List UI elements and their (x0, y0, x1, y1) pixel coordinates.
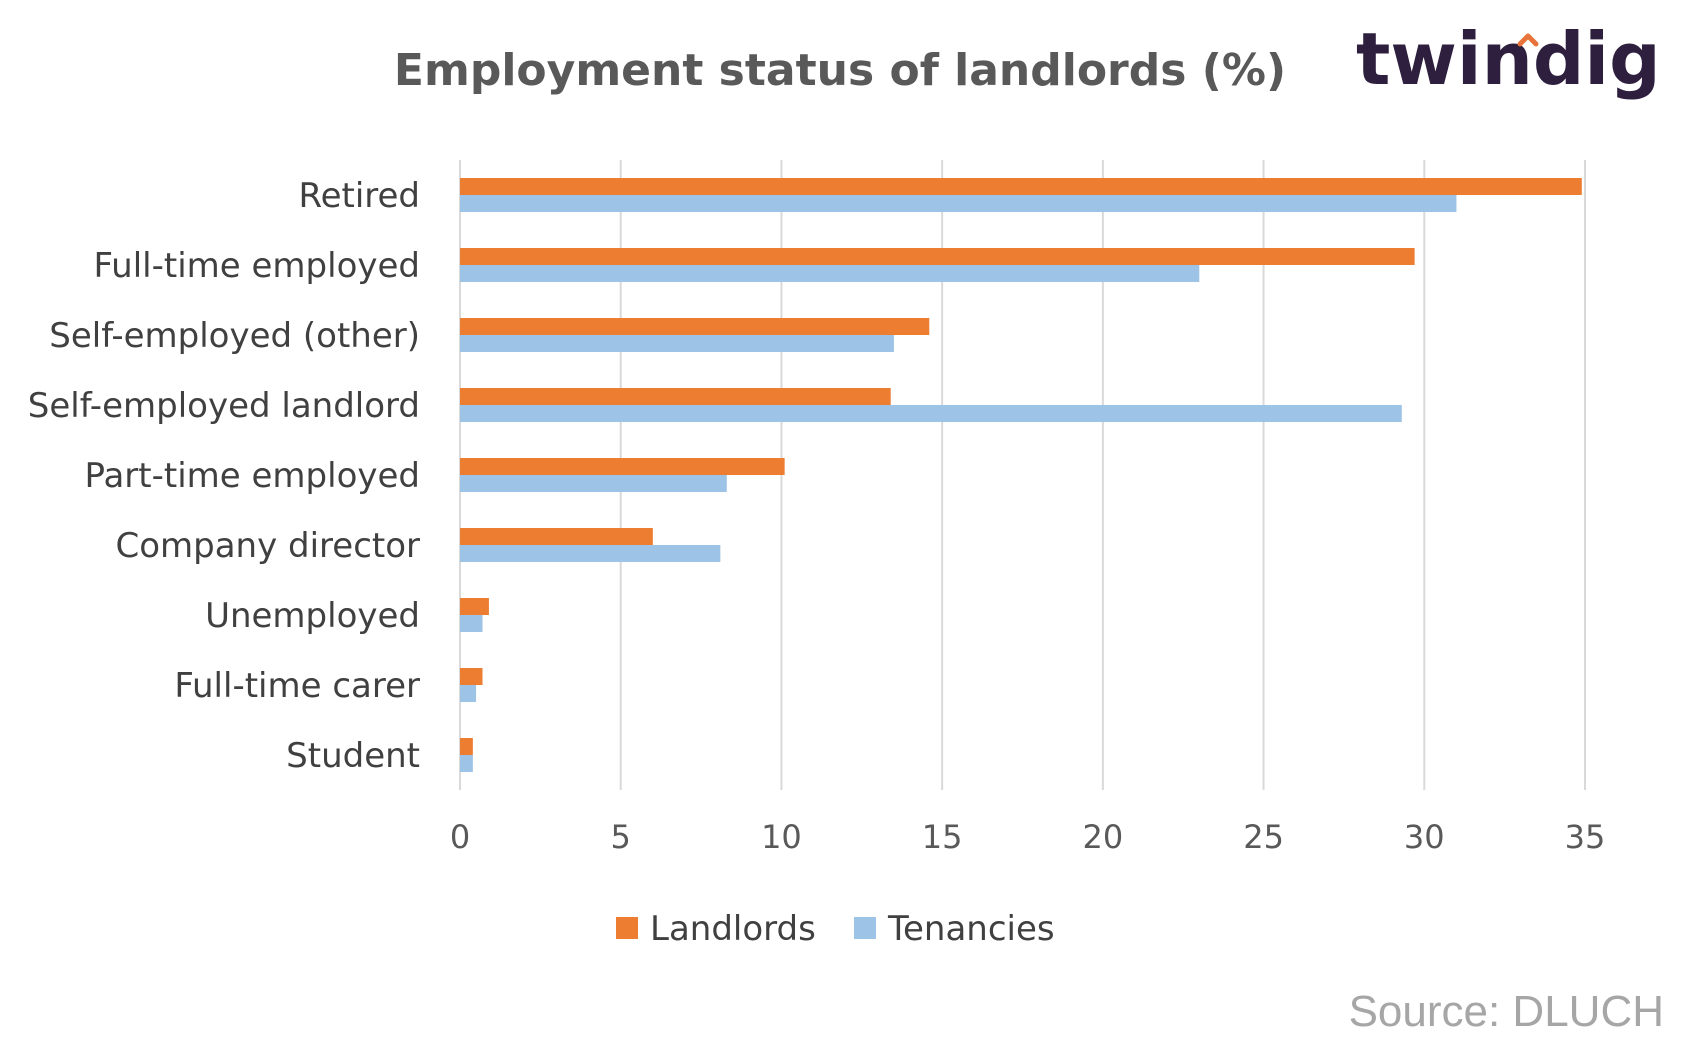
bar-landlords-retired (460, 178, 1582, 195)
bar-landlords-company-director (460, 528, 653, 545)
twindig-logo: twindig (1356, 17, 1661, 101)
category-label: Part-time employed (84, 456, 420, 496)
x-tick-label: 5 (611, 818, 631, 856)
bar-landlords-self-employed-landlord (460, 388, 891, 405)
bar-tenancies-part-time-employed (460, 475, 727, 492)
legend-label-landlords: Landlords (650, 909, 816, 949)
x-tick-label: 20 (1082, 818, 1123, 856)
x-tick-label: 25 (1243, 818, 1284, 856)
logo-text: twindig (1356, 17, 1661, 101)
source-note: Source: DLUCH (1349, 987, 1664, 1036)
category-label: Self-employed (other) (49, 316, 420, 356)
category-label: Full-time employed (93, 246, 420, 286)
bar-tenancies-self-employed-landlord (460, 405, 1402, 422)
bar-tenancies-company-director (460, 545, 721, 562)
chart-title: Employment status of landlords (%) (394, 45, 1286, 96)
x-axis-tick-labels: 0 5 10 15 20 25 30 35 (450, 818, 1606, 856)
logo-accent-icon (1517, 33, 1539, 47)
category-label: Retired (298, 176, 420, 216)
legend-label-tenancies: Tenancies (887, 909, 1055, 949)
bar-tenancies-full-time-employed (460, 265, 1200, 282)
bar-tenancies-student (460, 755, 473, 772)
bar-tenancies-self-employed-other (460, 335, 894, 352)
bar-landlords-part-time-employed (460, 458, 785, 475)
category-labels: Retired Full-time employed Self-employed (… (28, 176, 420, 776)
bars (460, 178, 1582, 772)
bar-tenancies-retired (460, 195, 1457, 212)
bar-landlords-student (460, 738, 473, 755)
bar-landlords-self-employed-other (460, 318, 930, 335)
x-tick-label: 35 (1565, 818, 1606, 856)
legend-swatch-tenancies (854, 917, 876, 939)
bar-landlords-full-time-employed (460, 248, 1415, 265)
x-tick-label: 15 (922, 818, 963, 856)
bar-landlords-unemployed (460, 598, 489, 615)
bar-landlords-full-time-carer (460, 668, 483, 685)
x-tick-label: 30 (1404, 818, 1445, 856)
legend-swatch-landlords (616, 917, 638, 939)
bar-tenancies-unemployed (460, 615, 483, 632)
category-label: Unemployed (205, 596, 420, 636)
category-label: Self-employed landlord (28, 386, 420, 426)
category-label: Full-time carer (174, 666, 420, 706)
category-label: Student (286, 736, 420, 776)
category-label: Company director (115, 526, 420, 566)
x-tick-label: 10 (761, 818, 802, 856)
bar-tenancies-full-time-carer (460, 685, 477, 702)
x-tick-label: 0 (450, 818, 470, 856)
legend: Landlords Tenancies (616, 909, 1055, 949)
